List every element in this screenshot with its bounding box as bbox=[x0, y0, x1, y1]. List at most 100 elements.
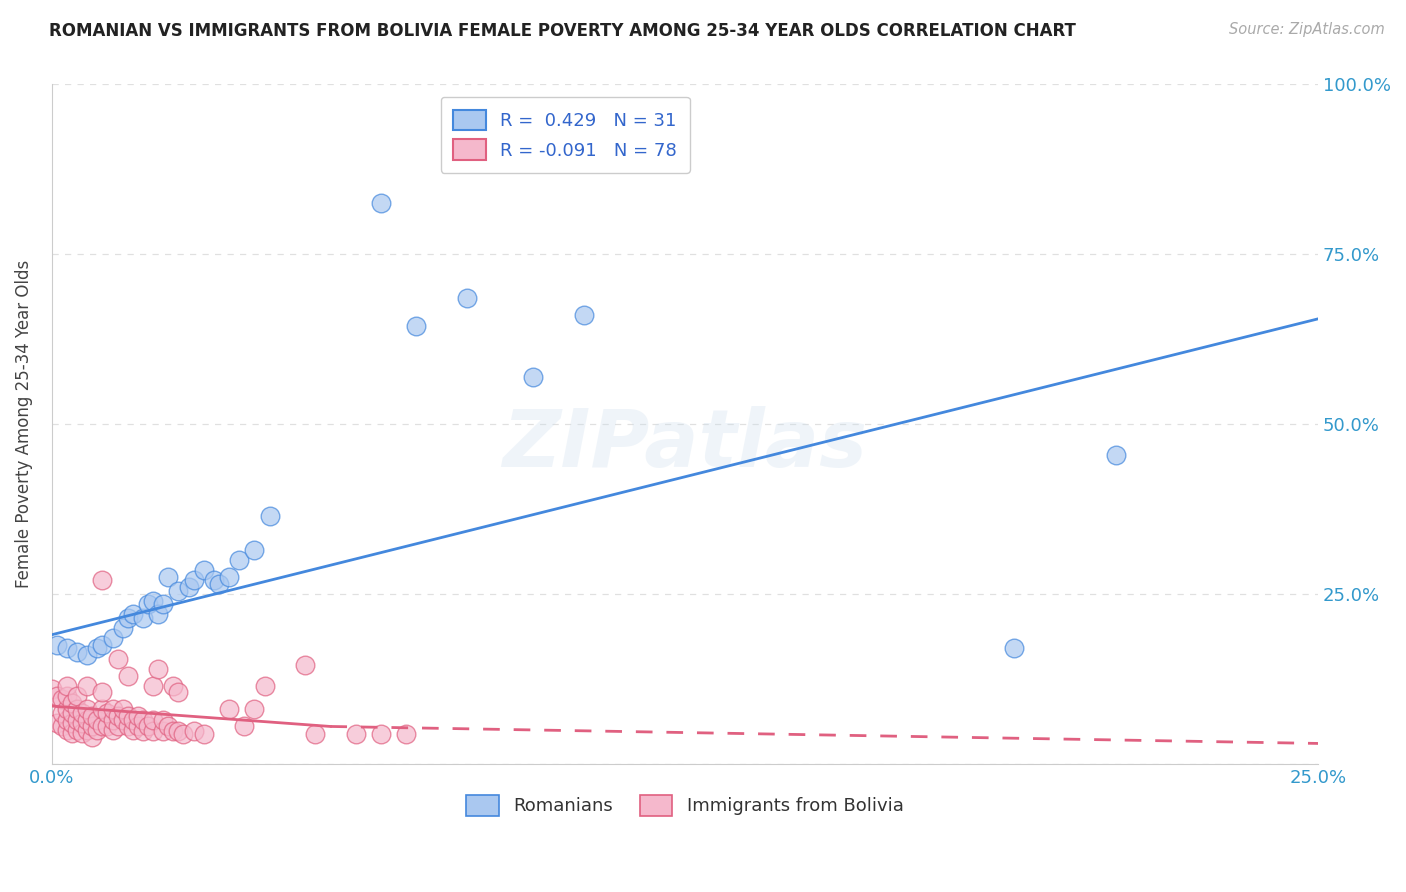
Legend: Romanians, Immigrants from Bolivia: Romanians, Immigrants from Bolivia bbox=[458, 788, 911, 822]
Point bbox=[193, 563, 215, 577]
Point bbox=[253, 679, 276, 693]
Point bbox=[66, 645, 89, 659]
Point bbox=[66, 723, 89, 737]
Point bbox=[183, 574, 205, 588]
Point bbox=[76, 679, 98, 693]
Point bbox=[370, 196, 392, 211]
Point bbox=[111, 621, 134, 635]
Point bbox=[162, 724, 184, 739]
Point bbox=[45, 689, 67, 703]
Point bbox=[41, 682, 63, 697]
Point bbox=[56, 679, 79, 693]
Point bbox=[243, 542, 266, 557]
Point bbox=[60, 726, 83, 740]
Point bbox=[1104, 448, 1126, 462]
Point bbox=[96, 706, 118, 720]
Point bbox=[233, 719, 256, 733]
Point bbox=[136, 597, 159, 611]
Y-axis label: Female Poverty Among 25-34 Year Olds: Female Poverty Among 25-34 Year Olds bbox=[15, 260, 32, 588]
Point bbox=[51, 706, 73, 720]
Point bbox=[117, 668, 139, 682]
Point bbox=[60, 716, 83, 731]
Point bbox=[522, 369, 544, 384]
Point bbox=[66, 702, 89, 716]
Point bbox=[152, 597, 174, 611]
Point bbox=[60, 706, 83, 720]
Point bbox=[172, 727, 194, 741]
Point bbox=[107, 719, 129, 733]
Point bbox=[45, 638, 67, 652]
Point bbox=[111, 702, 134, 716]
Point bbox=[136, 719, 159, 733]
Text: Source: ZipAtlas.com: Source: ZipAtlas.com bbox=[1229, 22, 1385, 37]
Point bbox=[146, 607, 169, 622]
Point bbox=[142, 724, 165, 739]
Point bbox=[183, 724, 205, 739]
Point bbox=[243, 702, 266, 716]
Point bbox=[111, 713, 134, 727]
Point bbox=[70, 706, 93, 720]
Point bbox=[344, 727, 367, 741]
Point bbox=[395, 727, 418, 741]
Point bbox=[294, 658, 316, 673]
Point bbox=[152, 724, 174, 739]
Point bbox=[132, 724, 155, 739]
Point bbox=[142, 679, 165, 693]
Point bbox=[101, 713, 124, 727]
Point bbox=[91, 638, 114, 652]
Point bbox=[91, 685, 114, 699]
Point bbox=[117, 611, 139, 625]
Point bbox=[259, 508, 281, 523]
Point bbox=[107, 651, 129, 665]
Point bbox=[76, 723, 98, 737]
Point bbox=[45, 716, 67, 731]
Point bbox=[218, 702, 240, 716]
Point bbox=[107, 709, 129, 723]
Point bbox=[60, 696, 83, 710]
Point bbox=[66, 713, 89, 727]
Point bbox=[405, 318, 427, 333]
Point bbox=[1002, 641, 1025, 656]
Point bbox=[86, 723, 108, 737]
Point bbox=[101, 723, 124, 737]
Point bbox=[70, 726, 93, 740]
Point bbox=[82, 709, 104, 723]
Point bbox=[157, 570, 180, 584]
Point bbox=[208, 576, 231, 591]
Point bbox=[142, 594, 165, 608]
Point bbox=[132, 611, 155, 625]
Point bbox=[86, 641, 108, 656]
Point bbox=[82, 730, 104, 744]
Point bbox=[218, 570, 240, 584]
Point bbox=[177, 580, 200, 594]
Point bbox=[56, 723, 79, 737]
Point bbox=[76, 648, 98, 662]
Point bbox=[152, 713, 174, 727]
Text: ROMANIAN VS IMMIGRANTS FROM BOLIVIA FEMALE POVERTY AMONG 25-34 YEAR OLDS CORRELA: ROMANIAN VS IMMIGRANTS FROM BOLIVIA FEMA… bbox=[49, 22, 1076, 40]
Point bbox=[167, 685, 190, 699]
Point bbox=[117, 709, 139, 723]
Point bbox=[572, 309, 595, 323]
Point bbox=[86, 713, 108, 727]
Point bbox=[121, 607, 143, 622]
Point bbox=[228, 553, 250, 567]
Point bbox=[66, 689, 89, 703]
Point bbox=[162, 679, 184, 693]
Point bbox=[304, 727, 326, 741]
Point bbox=[91, 719, 114, 733]
Point bbox=[117, 719, 139, 733]
Point bbox=[51, 719, 73, 733]
Point bbox=[127, 709, 149, 723]
Point bbox=[76, 702, 98, 716]
Point bbox=[370, 727, 392, 741]
Point bbox=[70, 716, 93, 731]
Point bbox=[127, 719, 149, 733]
Point bbox=[96, 719, 118, 733]
Point bbox=[132, 713, 155, 727]
Point bbox=[56, 641, 79, 656]
Point bbox=[101, 702, 124, 716]
Text: ZIPatlas: ZIPatlas bbox=[502, 406, 868, 483]
Point bbox=[167, 583, 190, 598]
Point bbox=[51, 692, 73, 706]
Point bbox=[76, 713, 98, 727]
